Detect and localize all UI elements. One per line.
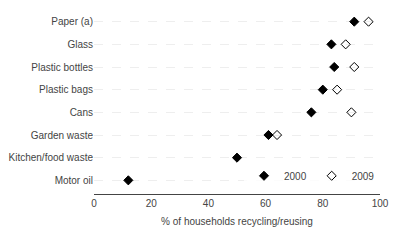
svg-text:Glass: Glass	[67, 39, 93, 50]
svg-text:0: 0	[91, 198, 97, 209]
svg-text:60: 60	[260, 198, 272, 209]
svg-text:% of households recycling/reus: % of households recycling/reusing	[161, 216, 313, 227]
svg-text:40: 40	[203, 198, 215, 209]
svg-text:2000: 2000	[284, 171, 307, 182]
svg-text:Plastic bags: Plastic bags	[39, 84, 93, 95]
svg-text:Paper (a): Paper (a)	[51, 16, 93, 27]
svg-text:Cans: Cans	[70, 107, 93, 118]
svg-text:Motor oil: Motor oil	[55, 175, 93, 186]
svg-text:80: 80	[317, 198, 329, 209]
svg-text:Garden waste: Garden waste	[31, 130, 94, 141]
svg-text:Plastic bottles: Plastic bottles	[31, 62, 93, 73]
svg-text:100: 100	[372, 198, 389, 209]
svg-text:Kitchen/food waste: Kitchen/food waste	[9, 152, 94, 163]
svg-text:20: 20	[146, 198, 158, 209]
svg-text:2009: 2009	[352, 171, 375, 182]
